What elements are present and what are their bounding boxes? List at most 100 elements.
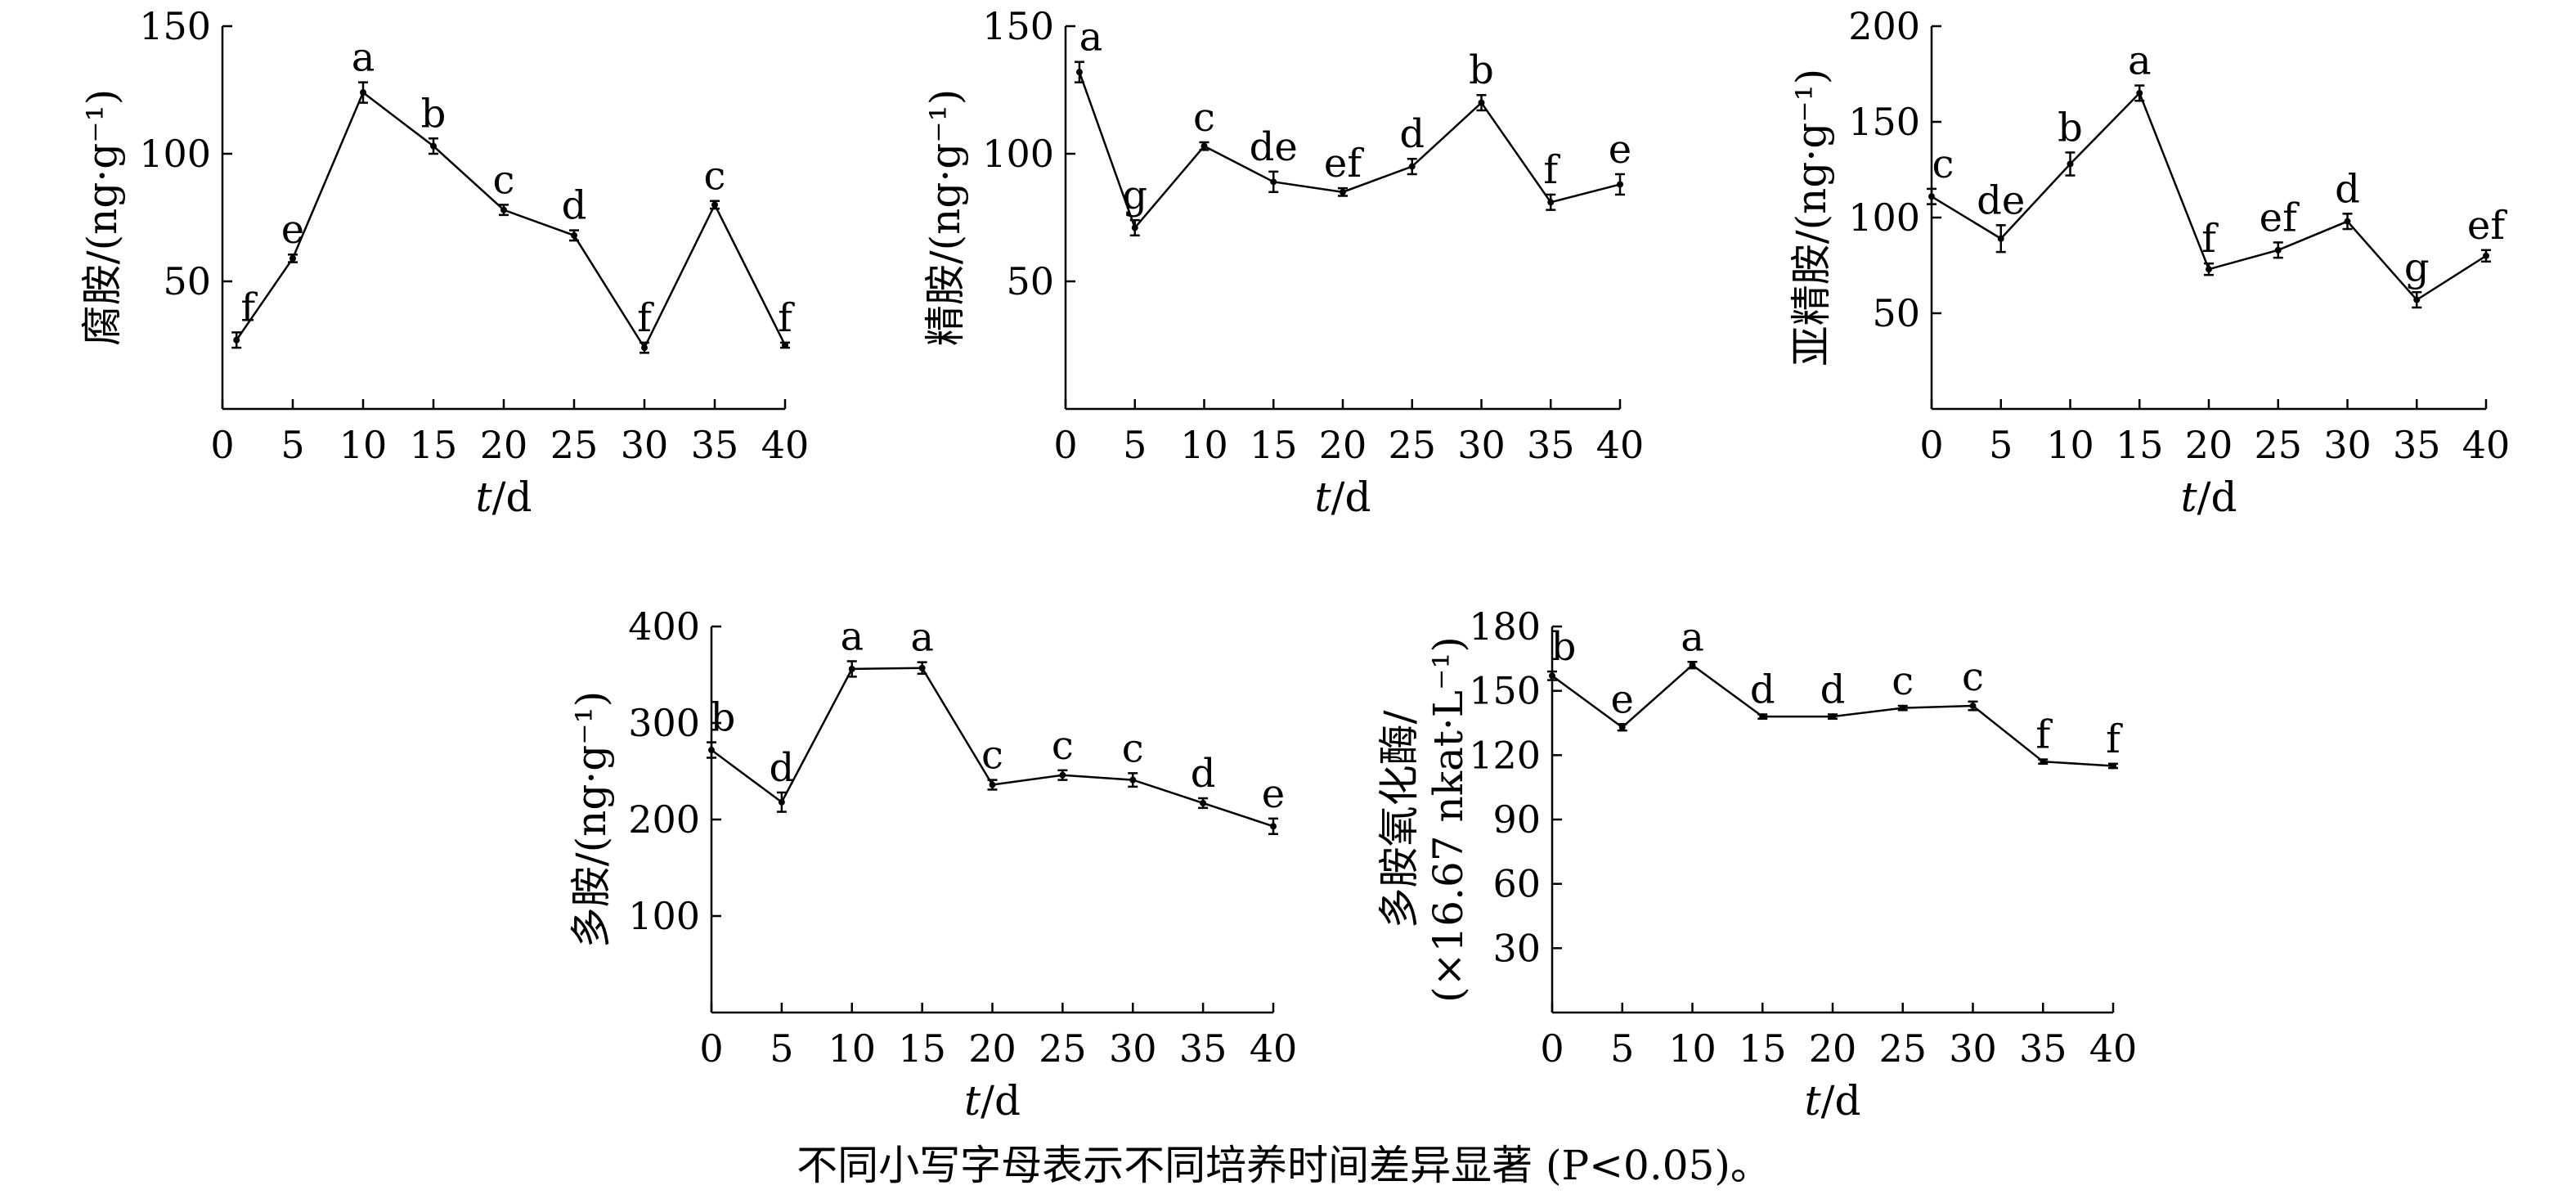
y-tick-label: 100 (628, 894, 700, 938)
y-tick-label: 150 (982, 4, 1054, 48)
x-tick-label: 25 (550, 423, 599, 467)
significance-label: a (2128, 38, 2152, 84)
y-tick-label: 120 (1469, 733, 1541, 777)
data-point (2344, 218, 2351, 225)
significance-label: ef (1324, 141, 1364, 186)
x-tick-label: 35 (2393, 423, 2441, 467)
y-tick-label: 100 (982, 132, 1054, 176)
data-point (1059, 771, 1066, 779)
data-point (1200, 799, 1207, 806)
y-axis-label: 精胺/(ng·g⁻¹) (922, 89, 969, 346)
significance-label: a (352, 35, 375, 81)
significance-label: e (281, 207, 304, 253)
x-tick-label: 20 (2185, 423, 2233, 467)
significance-label: b (711, 695, 736, 741)
data-point (233, 336, 240, 344)
significance-label: c (1122, 725, 1144, 771)
x-tick-label: 40 (2089, 1026, 2138, 1071)
x-tick-label: 5 (1123, 423, 1147, 467)
x-tick-label: 15 (1739, 1026, 1787, 1071)
x-tick-label: 15 (898, 1026, 946, 1071)
significance-label: d (1191, 751, 1216, 797)
data-point (641, 344, 648, 352)
significance-label: d (1399, 111, 1425, 157)
x-tick-label: 10 (1668, 1026, 1717, 1071)
data-point (2413, 296, 2421, 303)
x-axis-label: t/d (964, 1077, 1021, 1125)
significance-label: c (981, 733, 1003, 779)
x-tick-label: 30 (1949, 1026, 1997, 1071)
significance-label: c (1932, 141, 1954, 187)
data-point (1997, 235, 2004, 242)
significance-label: c (1052, 723, 1074, 769)
x-axis-label: t/d (476, 474, 532, 521)
x-tick-label: 5 (1610, 1026, 1634, 1071)
significance-label: d (2335, 166, 2360, 212)
data-point (289, 254, 296, 262)
significance-label: c (493, 157, 515, 203)
x-tick-label: 35 (691, 423, 739, 467)
significance-label: d (1820, 667, 1846, 713)
data-point (1129, 776, 1137, 784)
significance-label: f (2035, 712, 2053, 758)
significance-label: f (778, 295, 795, 341)
x-tick-label: 0 (1919, 423, 1943, 467)
y-tick-label: 150 (1469, 669, 1541, 713)
x-axis-label: t/d (1315, 474, 1371, 521)
significance-label: ef (2467, 203, 2507, 249)
data-point (2067, 160, 2074, 168)
x-tick-label: 25 (1878, 1026, 1927, 1071)
x-tick-label: 0 (210, 423, 234, 467)
significance-label: g (2404, 245, 2430, 290)
significance-label: c (1962, 654, 1984, 700)
x-tick-label: 40 (2462, 423, 2511, 467)
significance-label: b (1469, 47, 1494, 93)
data-point (1131, 224, 1138, 231)
data-point (500, 206, 507, 213)
data-point (848, 665, 855, 672)
data-point (1829, 713, 1836, 721)
x-tick-label: 0 (1053, 423, 1077, 467)
significance-label: f (240, 285, 258, 330)
x-tick-label: 40 (761, 423, 810, 467)
x-tick-label: 5 (280, 423, 304, 467)
y-tick-label: 90 (1492, 797, 1541, 842)
significance-label: f (2106, 716, 2123, 762)
x-tick-label: 35 (1179, 1026, 1227, 1071)
y-tick-label: 50 (1872, 291, 1920, 335)
significance-label: d (770, 745, 795, 791)
significance-label: ef (2260, 195, 2300, 240)
y-tick-label: 50 (163, 259, 211, 303)
significance-label: e (1611, 676, 1634, 722)
x-tick-label: 0 (699, 1026, 723, 1071)
x-tick-label: 15 (410, 423, 458, 467)
significance-label: a (1681, 614, 1704, 660)
data-point (1689, 662, 1696, 669)
chart-polyamine: 0 5 10 15 20 25 30 35 40 100 200 300 400 t/d 多胺/(ng·g⁻… (568, 604, 1297, 1125)
y-tick-label: 200 (628, 797, 700, 842)
data-point (2136, 89, 2143, 97)
significance-label: a (910, 615, 934, 661)
x-tick-label: 0 (1540, 1026, 1564, 1071)
x-tick-label: 10 (2046, 423, 2094, 467)
y-axis-label-line2: (×16.67 nkat·L⁻¹) (1425, 636, 1472, 1003)
x-tick-label: 10 (339, 423, 388, 467)
data-point (1270, 178, 1277, 186)
x-tick-label: 35 (1527, 423, 1575, 467)
data-point (1549, 672, 1555, 680)
data-point (708, 747, 715, 754)
data-point (430, 142, 437, 150)
x-tick-label: 5 (1989, 423, 2013, 467)
x-tick-label: 25 (1039, 1026, 1087, 1071)
y-tick-label: 100 (1848, 195, 1920, 240)
data-point (1969, 703, 1977, 710)
data-point (1617, 181, 1623, 188)
data-point (360, 89, 366, 97)
figure-caption: 不同小写字母表示不同培养时间差异显著 (P<0.05)。 (797, 1142, 1771, 1189)
data-point (2110, 762, 2116, 770)
x-tick-label: 30 (621, 423, 669, 467)
x-tick-label: 30 (1457, 423, 1506, 467)
chart-spermine: 0 5 10 15 20 25 30 35 40 50 100 150 t/d 精胺/(ng·g⁻¹) a g… (922, 4, 1644, 521)
